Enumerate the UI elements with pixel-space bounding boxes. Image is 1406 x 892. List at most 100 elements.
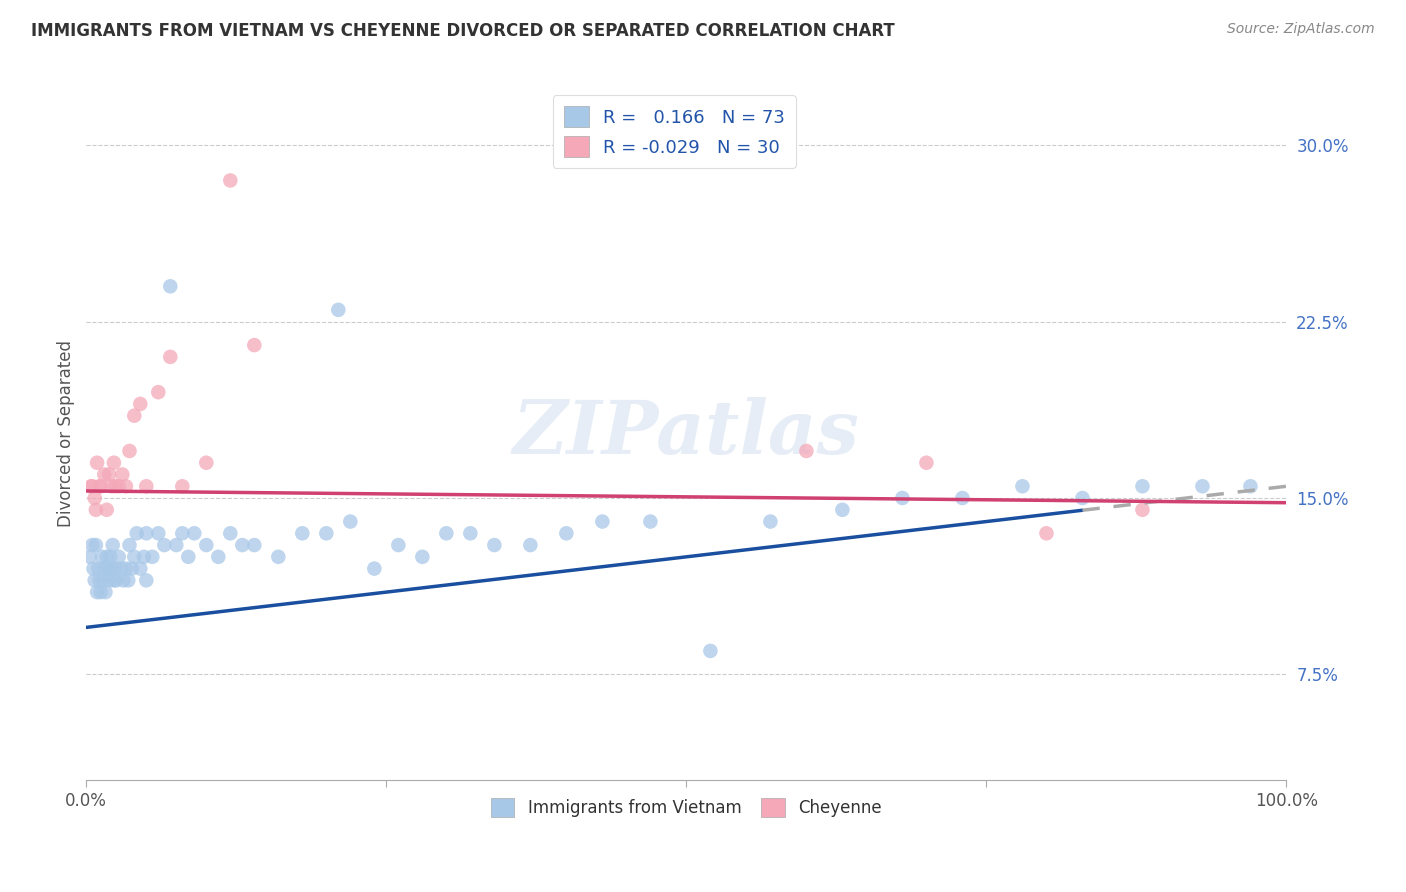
Point [484,538,506,552]
Point [100,561,122,575]
Point [172,479,194,493]
Point [87,561,110,575]
Point [98,574,121,588]
Point [94,585,117,599]
Point [82,479,104,493]
Point [132,549,155,564]
Point [328,302,350,317]
Point [89,574,111,588]
Point [243,338,266,352]
Point [97,561,120,575]
Point [267,549,290,564]
Point [124,409,146,423]
Point [195,456,218,470]
Point [98,467,121,482]
Point [1071,491,1094,505]
Point [411,549,433,564]
Point [148,385,170,400]
Point [1239,479,1261,493]
Point [135,526,157,541]
Text: ZIPatlas: ZIPatlas [513,397,860,469]
Point [165,538,187,552]
Point [84,503,107,517]
Point [125,526,148,541]
Point [135,479,157,493]
Point [291,526,314,541]
Point [91,574,114,588]
Point [90,479,112,493]
Point [952,491,974,505]
Point [460,526,482,541]
Point [90,549,112,564]
Point [93,467,115,482]
Point [219,526,242,541]
Point [118,444,141,458]
Point [759,515,782,529]
Point [796,444,818,458]
Point [103,574,125,588]
Point [219,173,242,187]
Legend: Immigrants from Vietnam, Cheyenne: Immigrants from Vietnam, Cheyenne [484,791,889,824]
Point [699,644,721,658]
Point [195,538,218,552]
Point [100,479,122,493]
Point [129,561,152,575]
Point [591,515,613,529]
Point [110,561,132,575]
Point [243,538,266,552]
Point [148,526,170,541]
Point [339,515,361,529]
Point [555,526,578,541]
Point [640,515,662,529]
Point [115,561,138,575]
Point [82,561,104,575]
Point [129,397,152,411]
Point [1035,526,1057,541]
Point [83,574,105,588]
Point [315,526,337,541]
Point [121,561,143,575]
Point [93,561,115,575]
Point [84,538,107,552]
Point [387,538,409,552]
Point [107,479,129,493]
Point [141,549,163,564]
Point [103,456,125,470]
Point [111,467,134,482]
Point [118,538,141,552]
Point [96,549,118,564]
Point [915,456,938,470]
Point [104,479,127,493]
Point [104,561,127,575]
Point [115,479,138,493]
Point [891,491,914,505]
Point [831,503,853,517]
Point [1191,479,1213,493]
Point [112,574,135,588]
Point [79,549,101,564]
Point [124,549,146,564]
Point [86,456,108,470]
Point [83,491,105,505]
Point [1011,479,1033,493]
Point [1132,479,1154,493]
Point [82,538,104,552]
Point [231,538,253,552]
Point [207,549,229,564]
Point [1132,503,1154,517]
Point [135,574,157,588]
Y-axis label: Divorced or Separated: Divorced or Separated [58,340,75,527]
Text: IMMIGRANTS FROM VIETNAM VS CHEYENNE DIVORCED OR SEPARATED CORRELATION CHART: IMMIGRANTS FROM VIETNAM VS CHEYENNE DIVO… [31,22,894,40]
Point [153,538,176,552]
Point [96,503,118,517]
Point [86,585,108,599]
Point [172,526,194,541]
Point [80,479,103,493]
Text: Source: ZipAtlas.com: Source: ZipAtlas.com [1227,22,1375,37]
Point [519,538,541,552]
Point [89,479,111,493]
Point [105,574,128,588]
Point [434,526,457,541]
Point [363,561,385,575]
Point [117,574,139,588]
